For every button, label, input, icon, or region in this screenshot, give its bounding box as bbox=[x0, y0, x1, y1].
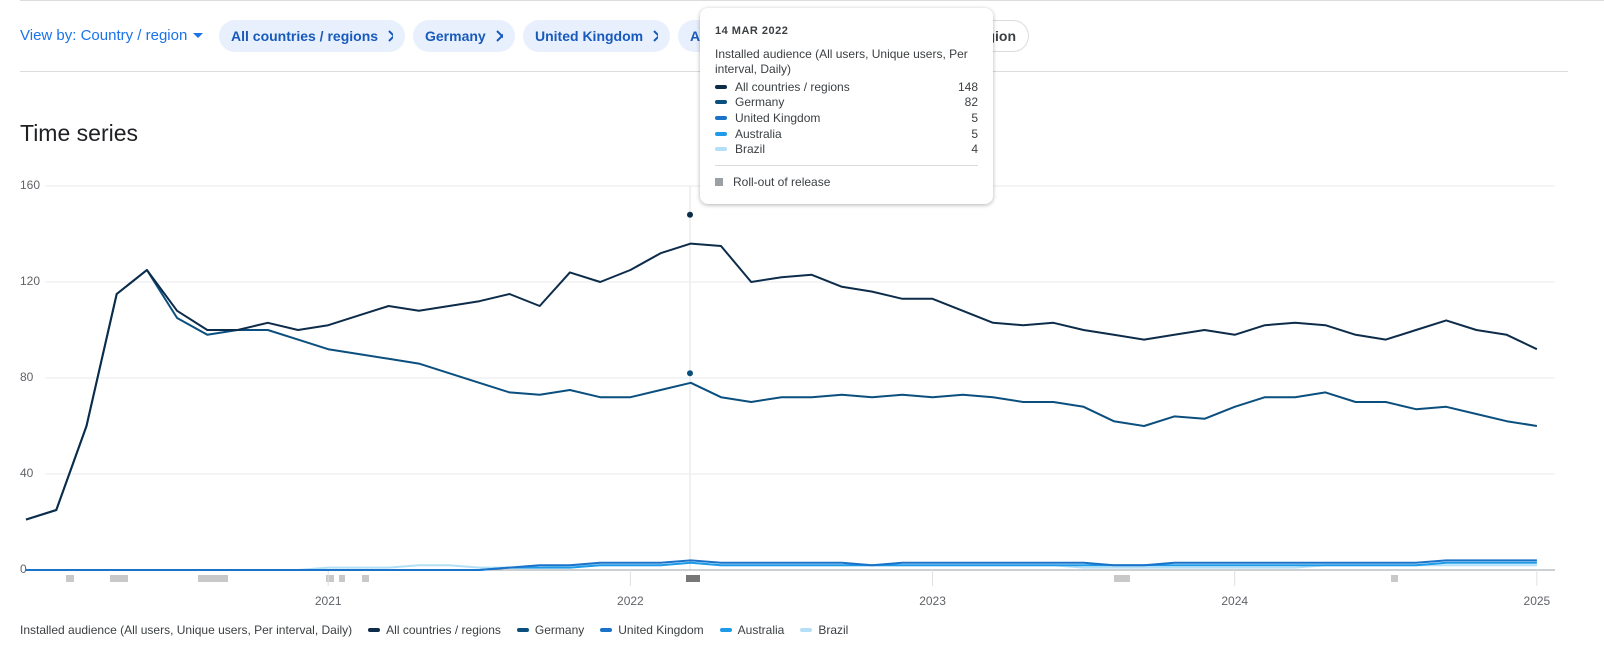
legend-label: All countries / regions bbox=[386, 623, 501, 637]
chip-remove[interactable] bbox=[495, 30, 503, 42]
tooltip-swatch bbox=[715, 147, 727, 152]
tooltip-swatch bbox=[715, 84, 727, 89]
release-marker bbox=[198, 575, 228, 582]
tooltip-value: 5 bbox=[971, 110, 978, 125]
x-tick-label: 2021 bbox=[315, 594, 342, 608]
tooltip-name: Australia bbox=[735, 126, 782, 141]
y-tick-label: 120 bbox=[20, 274, 40, 288]
caret bbox=[193, 32, 204, 38]
chip-remove[interactable] bbox=[388, 30, 393, 42]
x-icon bbox=[653, 30, 658, 42]
series-line bbox=[26, 559, 1537, 571]
series-line bbox=[25, 269, 1538, 521]
legend: Installed audience (All users, Unique us… bbox=[20, 623, 848, 637]
filter-chip[interactable]: Germany bbox=[413, 20, 515, 52]
tooltip-date: 14 MAR 2022 bbox=[715, 25, 789, 37]
chip-label: gion bbox=[986, 28, 1016, 44]
x-tick-label: 2023 bbox=[919, 594, 946, 608]
tooltip-swatch bbox=[715, 131, 727, 136]
tooltip-swatch bbox=[715, 115, 727, 120]
legend-item[interactable]: All countries / regions bbox=[368, 623, 501, 637]
hover-dot bbox=[687, 211, 693, 218]
chip-label: United Kingdom bbox=[535, 28, 644, 44]
view-by-label: View by: Country / region bbox=[20, 27, 188, 44]
chip-label: All countries / regions bbox=[231, 28, 379, 44]
tooltip-release: Roll-out of release bbox=[715, 175, 978, 189]
legend-label: Brazil bbox=[818, 623, 849, 637]
release-marker bbox=[339, 575, 345, 582]
tooltip-value: 82 bbox=[964, 95, 978, 110]
release-marker bbox=[110, 575, 128, 582]
y-tick-label: 160 bbox=[20, 178, 40, 192]
tooltip-name: Germany bbox=[735, 95, 785, 110]
release-marker bbox=[66, 575, 74, 582]
tooltip-row: Brazil 4 bbox=[715, 141, 978, 157]
legend-item[interactable]: Australia bbox=[719, 623, 785, 637]
y-tick-label: 40 bbox=[20, 466, 34, 480]
release-marker bbox=[1391, 575, 1398, 582]
tooltip-swatch bbox=[715, 100, 727, 105]
release-marker bbox=[1114, 575, 1130, 582]
legend-swatch bbox=[800, 628, 813, 632]
tooltip-row: Australia 5 bbox=[715, 126, 978, 142]
series-line bbox=[25, 242, 1538, 521]
tooltip-value: 148 bbox=[957, 79, 978, 94]
legend-label: Germany bbox=[534, 623, 585, 637]
tooltip: 14 MAR 2022 Installed audience (All user… bbox=[700, 8, 993, 204]
release-markers bbox=[66, 575, 1398, 582]
filter-chip[interactable]: All countries / regions bbox=[219, 20, 405, 52]
divider bbox=[715, 164, 978, 166]
filter-chip[interactable]: United Kingdom bbox=[523, 20, 670, 52]
tooltip-rows: All countries / regions 148 Germany 82 Unite… bbox=[715, 79, 978, 157]
tooltip-row: All countries / regions 148 bbox=[715, 79, 978, 95]
chip-remove[interactable] bbox=[653, 30, 658, 42]
legend-title: Installed audience (All users, Unique us… bbox=[20, 623, 353, 637]
chip-label: Germany bbox=[425, 28, 486, 44]
legend-label: Australia bbox=[737, 623, 785, 637]
series-line bbox=[26, 561, 1537, 571]
legend-item[interactable]: Brazil bbox=[800, 623, 848, 637]
tooltip-name: Brazil bbox=[735, 142, 766, 157]
tooltip-value: 5 bbox=[971, 126, 978, 141]
y-tick-label: 0 bbox=[20, 562, 27, 576]
release-marker bbox=[326, 575, 334, 582]
chip-label: A bbox=[690, 28, 701, 44]
release-marker bbox=[362, 575, 369, 582]
legend-label: United Kingdom bbox=[618, 623, 704, 637]
legend-item[interactable]: Germany bbox=[516, 623, 585, 637]
tooltip-row: Germany 82 bbox=[715, 95, 978, 111]
tooltip-name: United Kingdom bbox=[735, 110, 821, 125]
x-icon bbox=[495, 30, 503, 42]
hover-dot bbox=[687, 370, 693, 377]
legend-item[interactable]: United Kingdom bbox=[600, 623, 704, 637]
tooltip-name: All countries / regions bbox=[735, 79, 850, 94]
divider bbox=[20, 0, 1604, 1]
x-tick-label: 2022 bbox=[617, 594, 644, 608]
section-title: Time series bbox=[20, 120, 138, 146]
tooltip-row: United Kingdom 5 bbox=[715, 110, 978, 126]
tooltip-value: 4 bbox=[971, 142, 978, 157]
y-tick-label: 80 bbox=[20, 370, 34, 384]
release-marker bbox=[686, 575, 700, 582]
release-label: Roll-out of release bbox=[733, 174, 831, 189]
legend-swatch bbox=[600, 628, 613, 632]
view-by-menu[interactable]: View by: Country / region bbox=[20, 27, 204, 44]
x-icon bbox=[388, 30, 393, 42]
legend-swatch bbox=[368, 628, 381, 632]
release-icon bbox=[715, 177, 723, 186]
legend-swatch bbox=[516, 628, 529, 632]
x-tick-label: 2025 bbox=[1524, 594, 1551, 608]
tooltip-metric: Installed audience (All users, Unique us… bbox=[715, 47, 968, 76]
x-tick-label: 2024 bbox=[1221, 594, 1248, 608]
legend-swatch bbox=[719, 628, 732, 632]
